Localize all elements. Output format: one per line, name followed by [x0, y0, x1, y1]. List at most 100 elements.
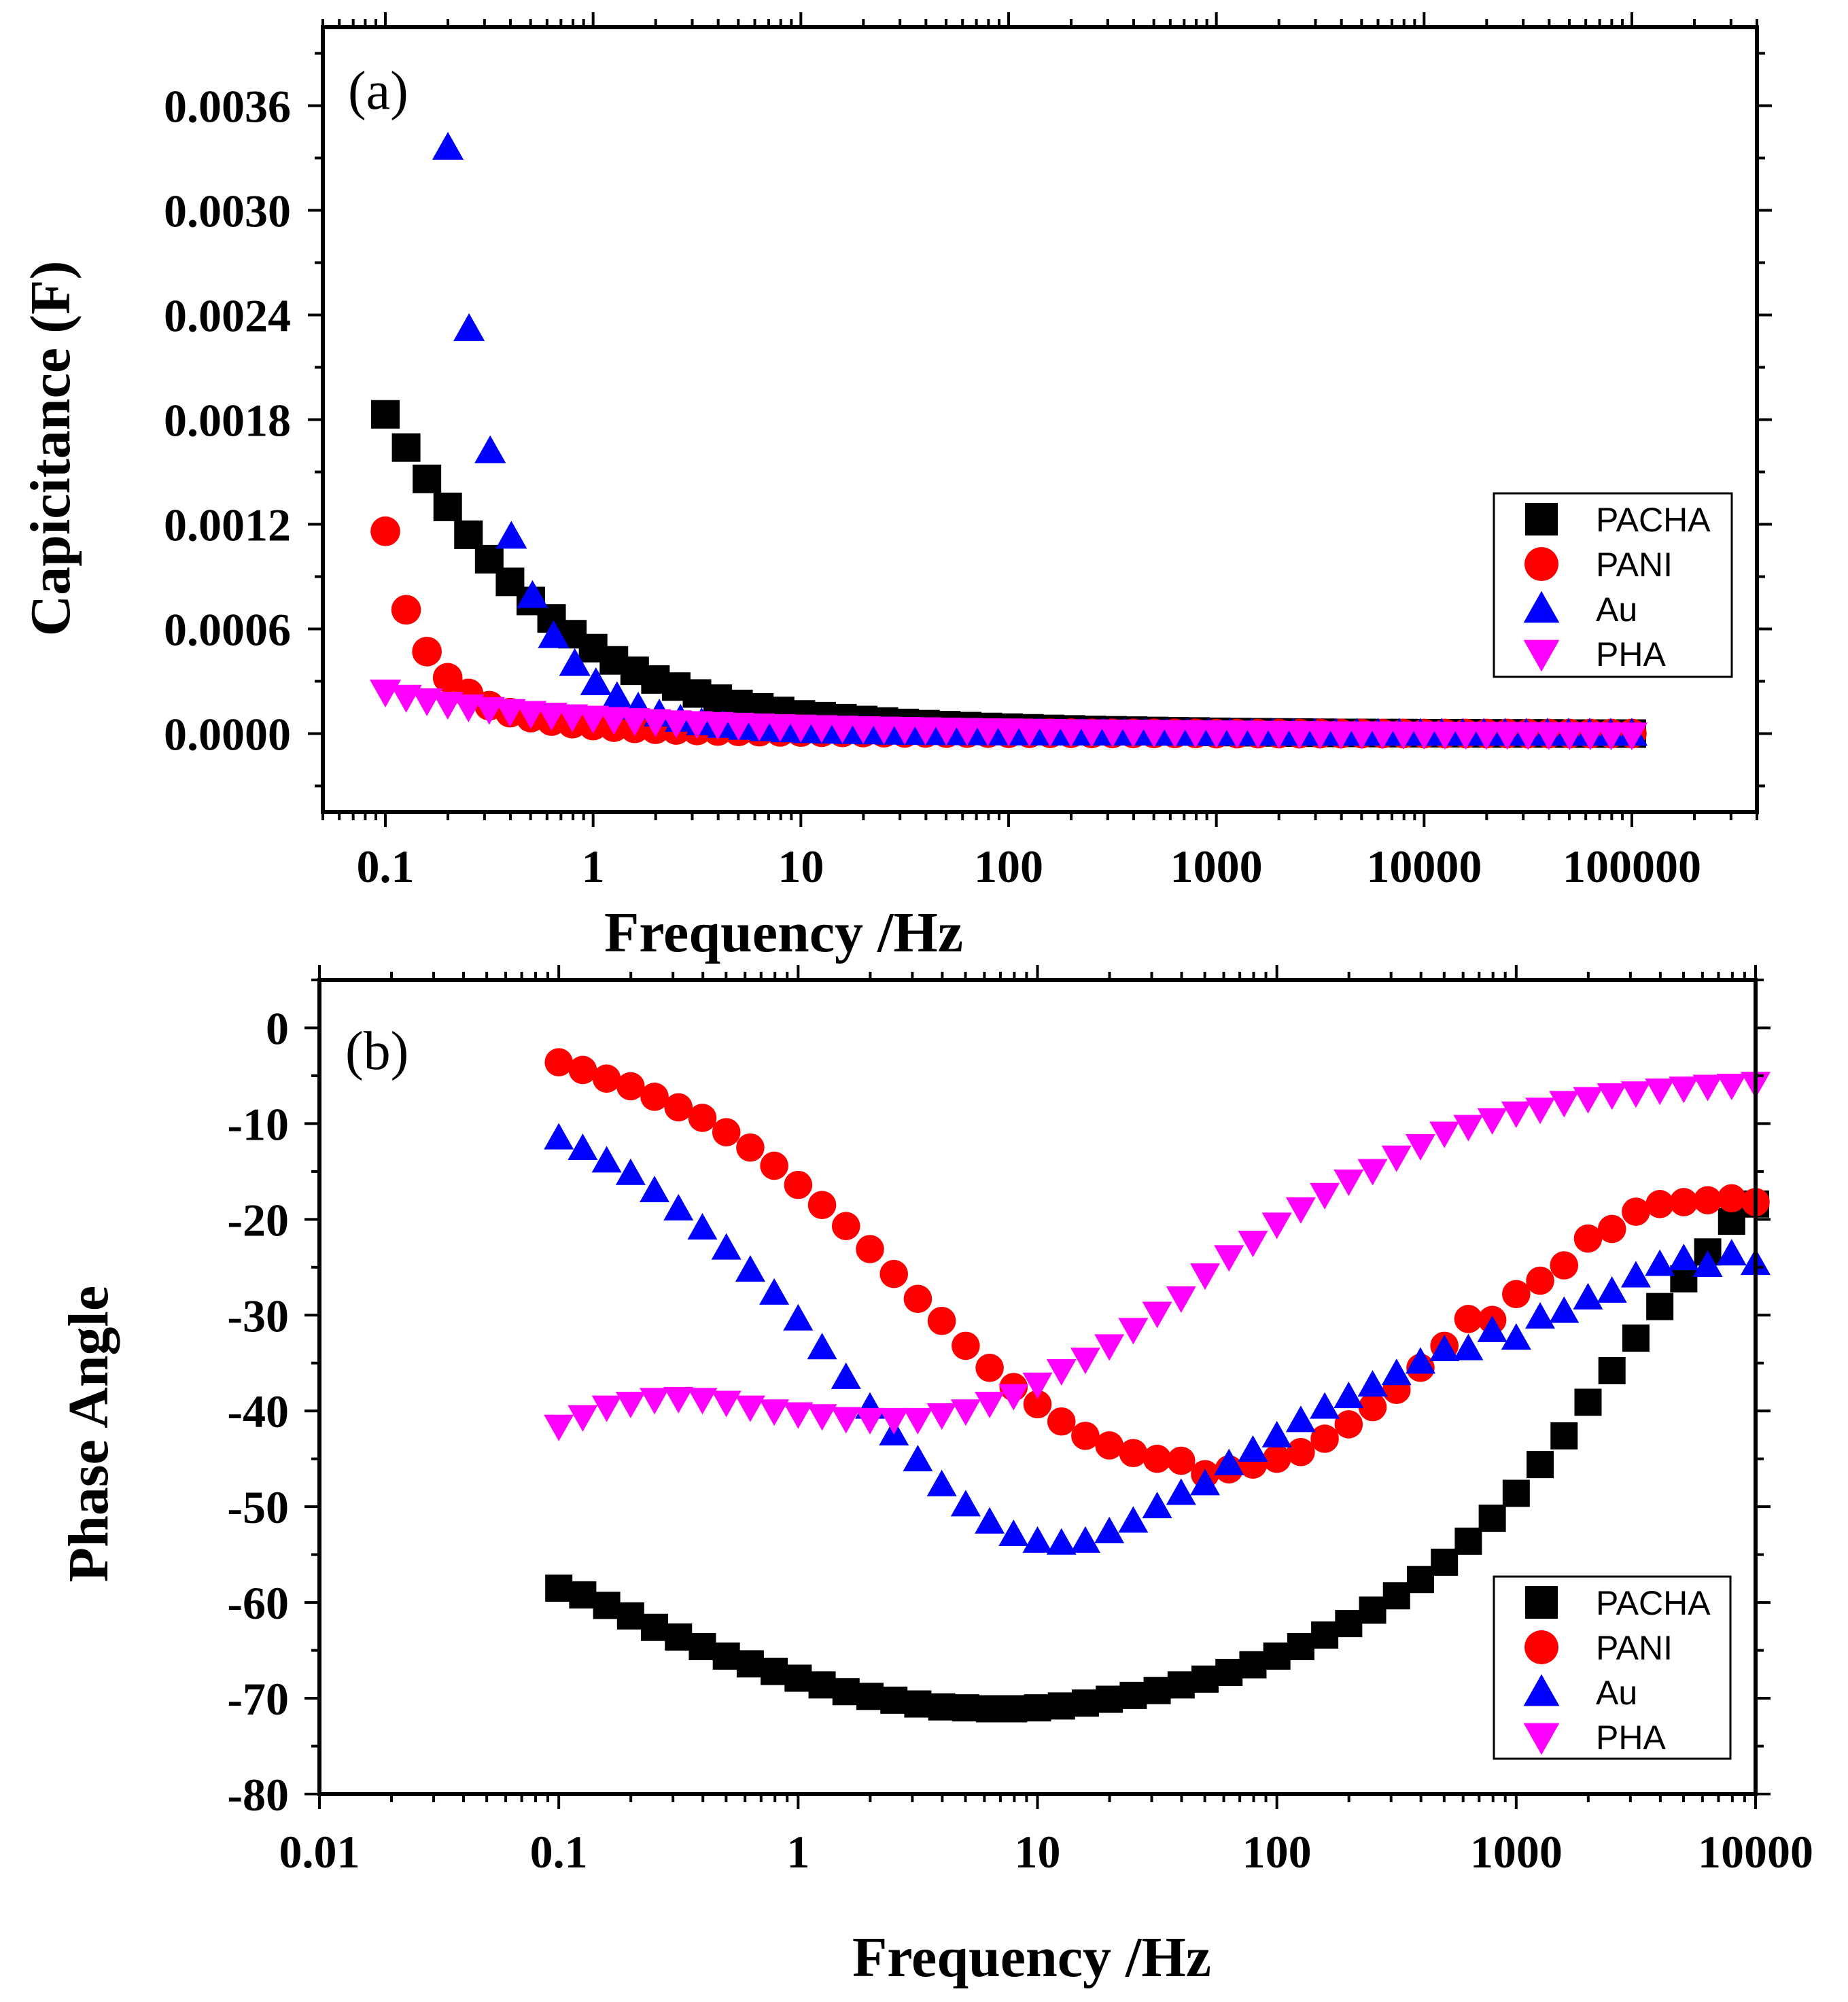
phase-angle-point-pha — [1573, 1087, 1603, 1114]
phase-angle-point-pani — [1597, 1214, 1626, 1244]
phase-angle-point-pacha — [545, 1574, 573, 1602]
phase-angle-point-pha — [1046, 1359, 1077, 1386]
capacitance-point-pha — [1408, 721, 1440, 750]
phase-angle-point-au — [1190, 1469, 1221, 1496]
capacitance-point-pha — [1013, 718, 1045, 747]
phase-angle-point-pha — [735, 1395, 765, 1422]
capacitance-point-pacha — [413, 464, 442, 493]
phase-angle-legend-marker-pha — [1523, 1723, 1560, 1755]
phase-angle-point-pha — [1453, 1114, 1484, 1142]
capacitance-point-pha — [826, 716, 858, 744]
phase-angle-point-pha — [807, 1404, 837, 1431]
capacitance-point-pha — [1055, 719, 1087, 748]
phase-angle-point-pacha — [569, 1581, 597, 1609]
phase-angle-point-pani — [1287, 1438, 1315, 1467]
phase-angle-point-pha — [879, 1407, 909, 1435]
phase-angle-point-pani — [1310, 1424, 1339, 1453]
phase-angle-point-au — [1214, 1448, 1244, 1475]
capacitance-point-pha — [701, 712, 734, 740]
phase-angle-x-tick-label: 0.1 — [530, 1826, 588, 1878]
capacitance-point-pha — [1512, 722, 1544, 750]
phase-angle-point-au — [998, 1520, 1029, 1547]
phase-angle-point-pacha — [1047, 1692, 1075, 1720]
phase-angle-point-pacha — [904, 1690, 932, 1718]
capacitance-point-au — [495, 521, 527, 549]
phase-angle-point-pani — [927, 1306, 956, 1335]
phase-angle-point-au — [711, 1233, 742, 1260]
capacitance-point-pha — [515, 701, 547, 729]
capacitance-x-axis-title: Frequency /Hz — [604, 901, 963, 964]
phase-angle-point-au — [759, 1278, 790, 1305]
phase-angle-point-pani — [1645, 1190, 1674, 1218]
phase-angle-point-pacha — [1406, 1566, 1434, 1594]
capacitance-point-pha — [681, 711, 713, 739]
phase-angle-point-pha — [1214, 1245, 1244, 1272]
phase-angle-point-pha — [903, 1407, 933, 1435]
capacitance-y-tick-label: 0.0006 — [164, 604, 291, 656]
phase-angle-legend-marker-au — [1523, 1674, 1560, 1706]
phase-angle-point-pacha — [616, 1602, 644, 1630]
phase-angle-point-pani — [664, 1093, 693, 1122]
phase-angle-point-pha — [1285, 1197, 1316, 1224]
phase-angle-point-pha — [1310, 1182, 1340, 1210]
phase-angle-point-pacha — [1024, 1694, 1051, 1722]
phase-angle-point-au — [926, 1469, 957, 1496]
phase-angle-point-au — [640, 1176, 670, 1203]
phase-angle-point-au — [687, 1213, 718, 1240]
phase-angle-point-pacha — [1431, 1548, 1459, 1576]
capacitance-point-pha — [1283, 721, 1316, 750]
phase-angle-point-pani — [592, 1064, 621, 1093]
phase-angle-point-pha — [1118, 1318, 1149, 1345]
phase-angle-series-pani — [544, 1048, 1770, 1489]
capacitance-x-tick-label: 10000 — [1366, 841, 1482, 892]
panel-label-b: (b) — [345, 1021, 408, 1081]
capacitance-x-tick-label: 1000 — [1170, 841, 1263, 892]
capacitance-point-pacha — [454, 520, 483, 549]
phase-angle-point-pacha — [1359, 1596, 1387, 1624]
phase-angle-point-pha — [1549, 1091, 1580, 1118]
phase-angle-point-pha — [759, 1399, 790, 1426]
phase-angle-point-pacha — [1119, 1681, 1147, 1709]
phase-angle-point-pacha — [1215, 1659, 1243, 1687]
capacitance-point-pha — [909, 717, 941, 745]
phase-angle-data-marks — [544, 1048, 1771, 1723]
capacitance-point-pha — [1221, 720, 1253, 749]
capacitance-legend-marker-pacha — [1525, 503, 1558, 535]
capacitance-legend-label-au: Au — [1596, 591, 1637, 629]
phase-angle-legend-label-pani: PANI — [1596, 1629, 1673, 1667]
phase-angle-point-pha — [926, 1403, 957, 1430]
phase-angle-y-tick-label: -10 — [227, 1098, 289, 1150]
phase-angle-y-tick-label: -80 — [227, 1769, 289, 1821]
capacitance-point-pha — [722, 712, 754, 741]
phase-angle-point-pha — [663, 1386, 694, 1413]
phase-angle-point-pha — [831, 1407, 861, 1434]
capacitance-point-au — [474, 435, 506, 463]
phase-angle-point-pani — [1669, 1188, 1698, 1216]
phase-angle-point-pacha — [1670, 1265, 1698, 1293]
phase-angle-point-au — [1620, 1261, 1651, 1288]
phase-angle-point-pacha — [712, 1643, 740, 1670]
phase-angle-point-pacha — [1335, 1610, 1363, 1638]
phase-angle-point-pha — [783, 1402, 814, 1429]
capacitance-y-tick-label: 0.0012 — [164, 499, 291, 551]
phase-angle-point-pani — [1071, 1422, 1100, 1450]
capacitance-point-pha — [660, 710, 693, 739]
phase-angle-x-tick-label: 0.01 — [279, 1826, 360, 1878]
phase-angle-point-au — [591, 1146, 622, 1173]
capacitance-series-pha — [369, 680, 1648, 751]
phase-angle-point-pacha — [1287, 1632, 1314, 1660]
phase-angle-point-pani — [688, 1104, 717, 1132]
phase-angle-point-pacha — [1527, 1451, 1554, 1479]
phase-angle-point-pani — [807, 1191, 837, 1220]
capacitance-point-pha — [1159, 720, 1191, 748]
capacitance-point-pacha — [433, 492, 462, 521]
capacitance-point-pha — [764, 714, 796, 742]
phase-angle-y-tick-label: -40 — [227, 1386, 289, 1437]
capacitance-point-pha — [1034, 719, 1066, 748]
capacitance-point-pha — [1470, 722, 1503, 750]
phase-angle-point-pha — [1261, 1212, 1292, 1240]
capacitance-point-pani — [432, 663, 463, 693]
phase-angle-legend: PACHA PANI Au PHA — [1493, 1575, 1732, 1760]
capacitance-point-pani — [412, 637, 442, 667]
phase-angle-point-pani — [1358, 1392, 1387, 1422]
